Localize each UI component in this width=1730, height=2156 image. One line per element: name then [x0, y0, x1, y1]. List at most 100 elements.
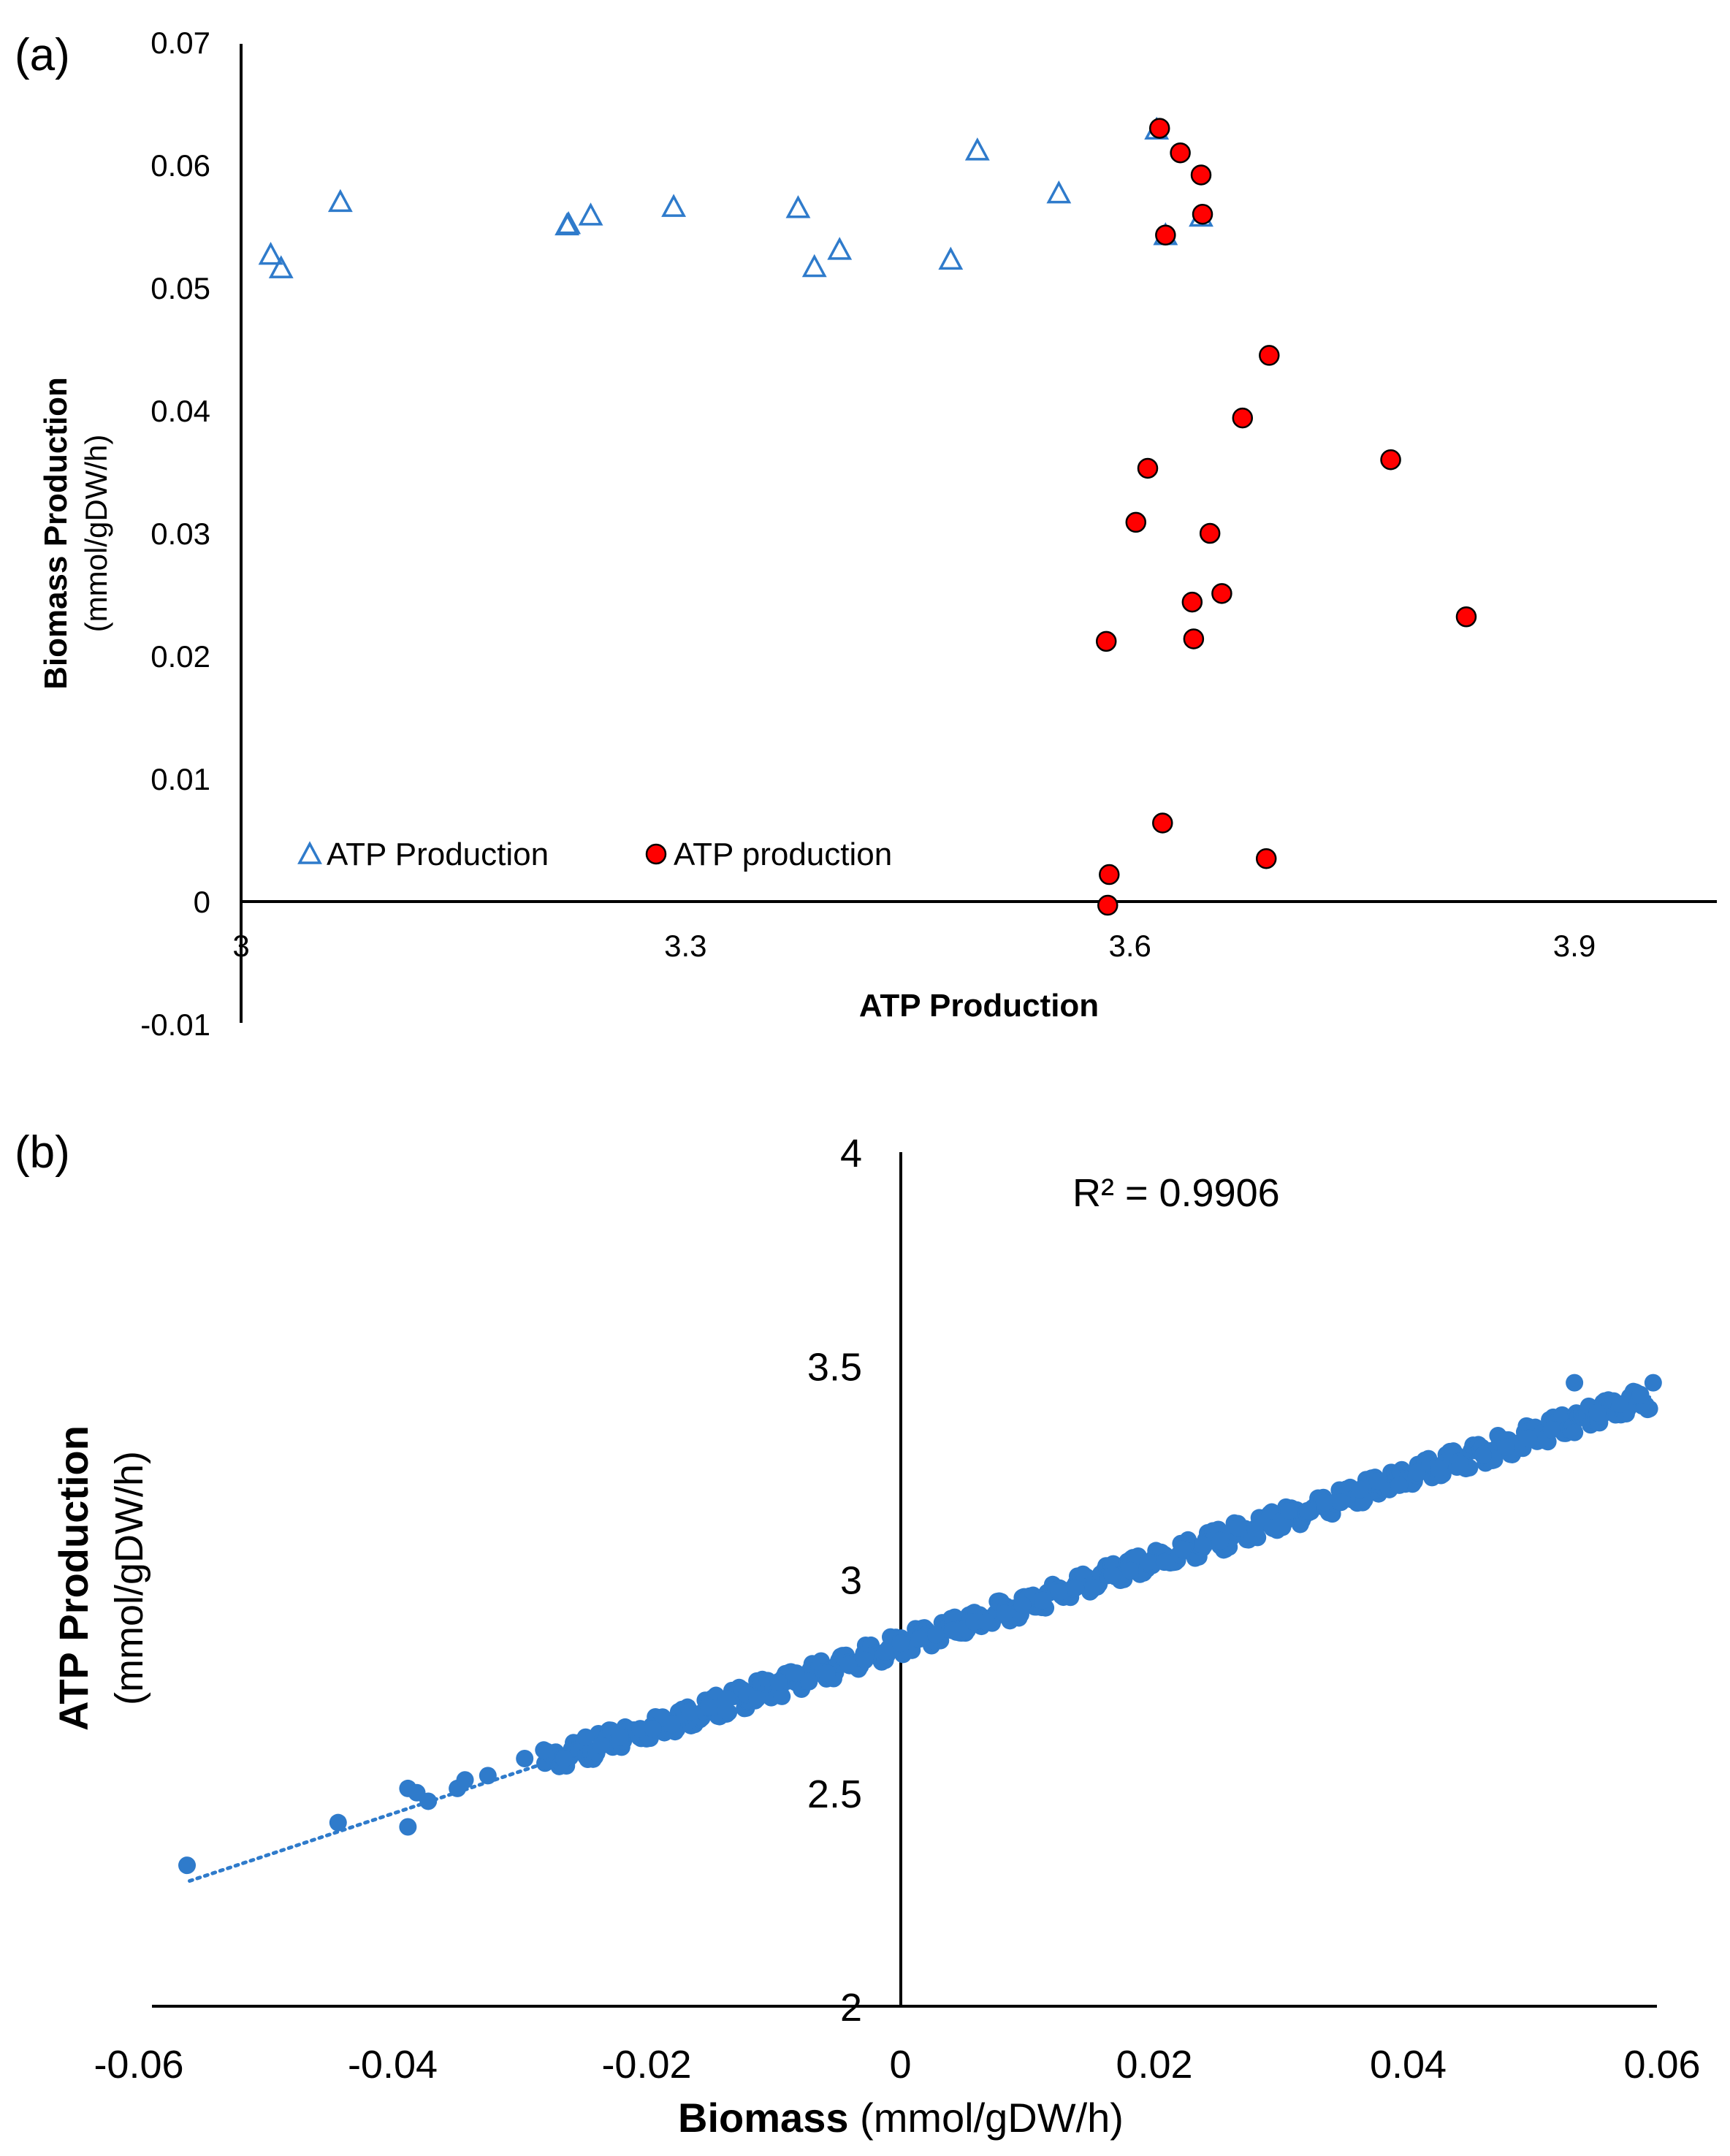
panel-a-legend: ATP Production ATP production	[297, 837, 892, 872]
panel-b-x-axis-title-bold: Biomass	[678, 2095, 848, 2141]
panel-a-y-tick-label: 0.06	[150, 148, 210, 183]
data-point	[1474, 1446, 1493, 1464]
data-point	[456, 1771, 474, 1789]
data-point	[788, 1664, 806, 1683]
panel-b-x-tick-label: -0.06	[94, 2043, 183, 2087]
panel-a-x-tick-labels: 33.33.63.9	[232, 929, 1596, 963]
data-point-triangle	[556, 210, 582, 235]
data-point-triangle	[785, 195, 811, 218]
data-point	[1631, 1387, 1650, 1405]
data-point	[1050, 1583, 1068, 1601]
data-point	[1542, 1420, 1561, 1439]
panel-a-y-tick-labels: -0.01 0 0.01 0.02 0.03 0.04 0.05 0.06 0.07	[140, 26, 210, 1042]
data-point	[178, 1856, 197, 1875]
data-point-circle	[1097, 894, 1119, 916]
data-point	[1351, 1480, 1369, 1498]
data-point	[943, 1621, 961, 1639]
panel-b-y-axis-title: ATP Production	[50, 1425, 96, 1731]
data-point	[592, 1737, 610, 1755]
data-point-circle	[1095, 631, 1117, 652]
data-point-triangle	[964, 137, 990, 161]
panel-a-y-tick-label: 0.04	[150, 394, 210, 428]
data-point	[1332, 1493, 1350, 1512]
data-point	[555, 1749, 574, 1767]
legend-entry-circle: ATP production	[674, 837, 892, 872]
panel-a-y-tick-label: -0.01	[140, 1007, 210, 1042]
panel-b-x-tick-label: 0.04	[1370, 2043, 1447, 2087]
data-point	[399, 1818, 417, 1836]
data-point	[927, 1626, 945, 1644]
panel-a-x-tick-label: 3.3	[664, 929, 706, 963]
data-point	[978, 1612, 996, 1631]
data-point	[1067, 1579, 1085, 1597]
data-point	[965, 1612, 983, 1631]
panel-a-series-triangles	[258, 116, 1213, 278]
data-point	[1121, 1561, 1139, 1580]
data-point-triangle	[258, 241, 283, 265]
data-point	[1194, 1536, 1212, 1554]
data-point-circle	[1259, 345, 1280, 366]
panel-b-x-tick-labels: -0.06 -0.04 -0.02 0 0.02 0.04 0.06	[94, 2043, 1700, 2087]
data-point	[1588, 1403, 1607, 1422]
panel-b-y-tick-label: 4	[840, 1132, 862, 1176]
panel-a-x-tick-label: 3.6	[1108, 929, 1151, 963]
data-point	[631, 1720, 649, 1738]
data-point-circle	[1232, 407, 1254, 429]
data-point	[748, 1690, 766, 1708]
data-point	[1520, 1429, 1538, 1447]
data-point	[1299, 1501, 1317, 1520]
panel-b-y-tick-label: 2.5	[807, 1772, 862, 1816]
data-point-circle	[1181, 591, 1203, 613]
panel-a-y-axis-subtitle: (mmol/gDW/h)	[79, 435, 113, 633]
data-point-circle	[1183, 628, 1205, 650]
data-point	[516, 1749, 534, 1767]
data-point-triangle	[661, 194, 687, 217]
data-point	[910, 1630, 929, 1648]
panel-b-y-tick-labels: 22.533.54	[807, 1132, 862, 2030]
data-point-circle	[1380, 449, 1401, 471]
data-point-circle	[1099, 864, 1120, 885]
data-point-triangle	[578, 202, 603, 226]
panel-a-y-tick-label: 0.01	[150, 762, 210, 796]
data-point-circle	[1199, 522, 1221, 544]
data-point	[1247, 1519, 1265, 1537]
panel-a-y-axis-title: Biomass Production	[38, 377, 74, 690]
panel-b-x-tick-label: 0	[889, 2043, 911, 2087]
panel-b-x-axis-title: Biomass (mmol/gDW/h)	[678, 2095, 1124, 2141]
data-point	[856, 1651, 874, 1669]
data-point-circle	[1455, 606, 1477, 628]
panel-b-label: (b)	[15, 1127, 70, 1178]
data-point	[773, 1687, 791, 1705]
data-point	[1566, 1374, 1584, 1392]
legend-triangle-marker	[297, 841, 322, 864]
panel-b-x-tick-label: 0.02	[1116, 2043, 1192, 2087]
data-point-circle	[1152, 812, 1173, 834]
panel-a-y-tick-label: 0.02	[150, 639, 210, 674]
data-point-triangle	[801, 254, 827, 278]
panel-b-series-points	[178, 1374, 1662, 1875]
panel-b-x-tick-label: -0.02	[601, 2043, 691, 2087]
data-point	[1497, 1438, 1515, 1456]
panel-b-y-tick-label: 3	[840, 1559, 862, 1603]
data-point	[1408, 1463, 1426, 1482]
data-point	[1173, 1540, 1192, 1558]
data-point	[839, 1656, 858, 1674]
data-point	[419, 1792, 438, 1810]
data-point	[717, 1690, 736, 1708]
data-point-triangle	[268, 255, 294, 278]
data-point	[1211, 1531, 1230, 1550]
panel-b-y-axis-subtitle: (mmol/gDW/h)	[107, 1451, 151, 1705]
panel-a-chart: (a) -0.01 0 0.01 0.02 0.03 0.04 0.05 0.06 0.07 3…	[15, 26, 1717, 1042]
data-point	[1451, 1455, 1469, 1473]
data-point	[535, 1741, 553, 1759]
data-point	[700, 1698, 718, 1716]
data-point-circle	[1125, 511, 1147, 533]
data-point-circle	[1192, 203, 1213, 225]
data-point-circle	[1137, 457, 1159, 479]
data-point	[769, 1672, 788, 1691]
data-point	[876, 1642, 894, 1661]
data-point	[720, 1703, 738, 1721]
data-point	[1139, 1553, 1157, 1572]
data-point-circle	[1170, 142, 1191, 164]
